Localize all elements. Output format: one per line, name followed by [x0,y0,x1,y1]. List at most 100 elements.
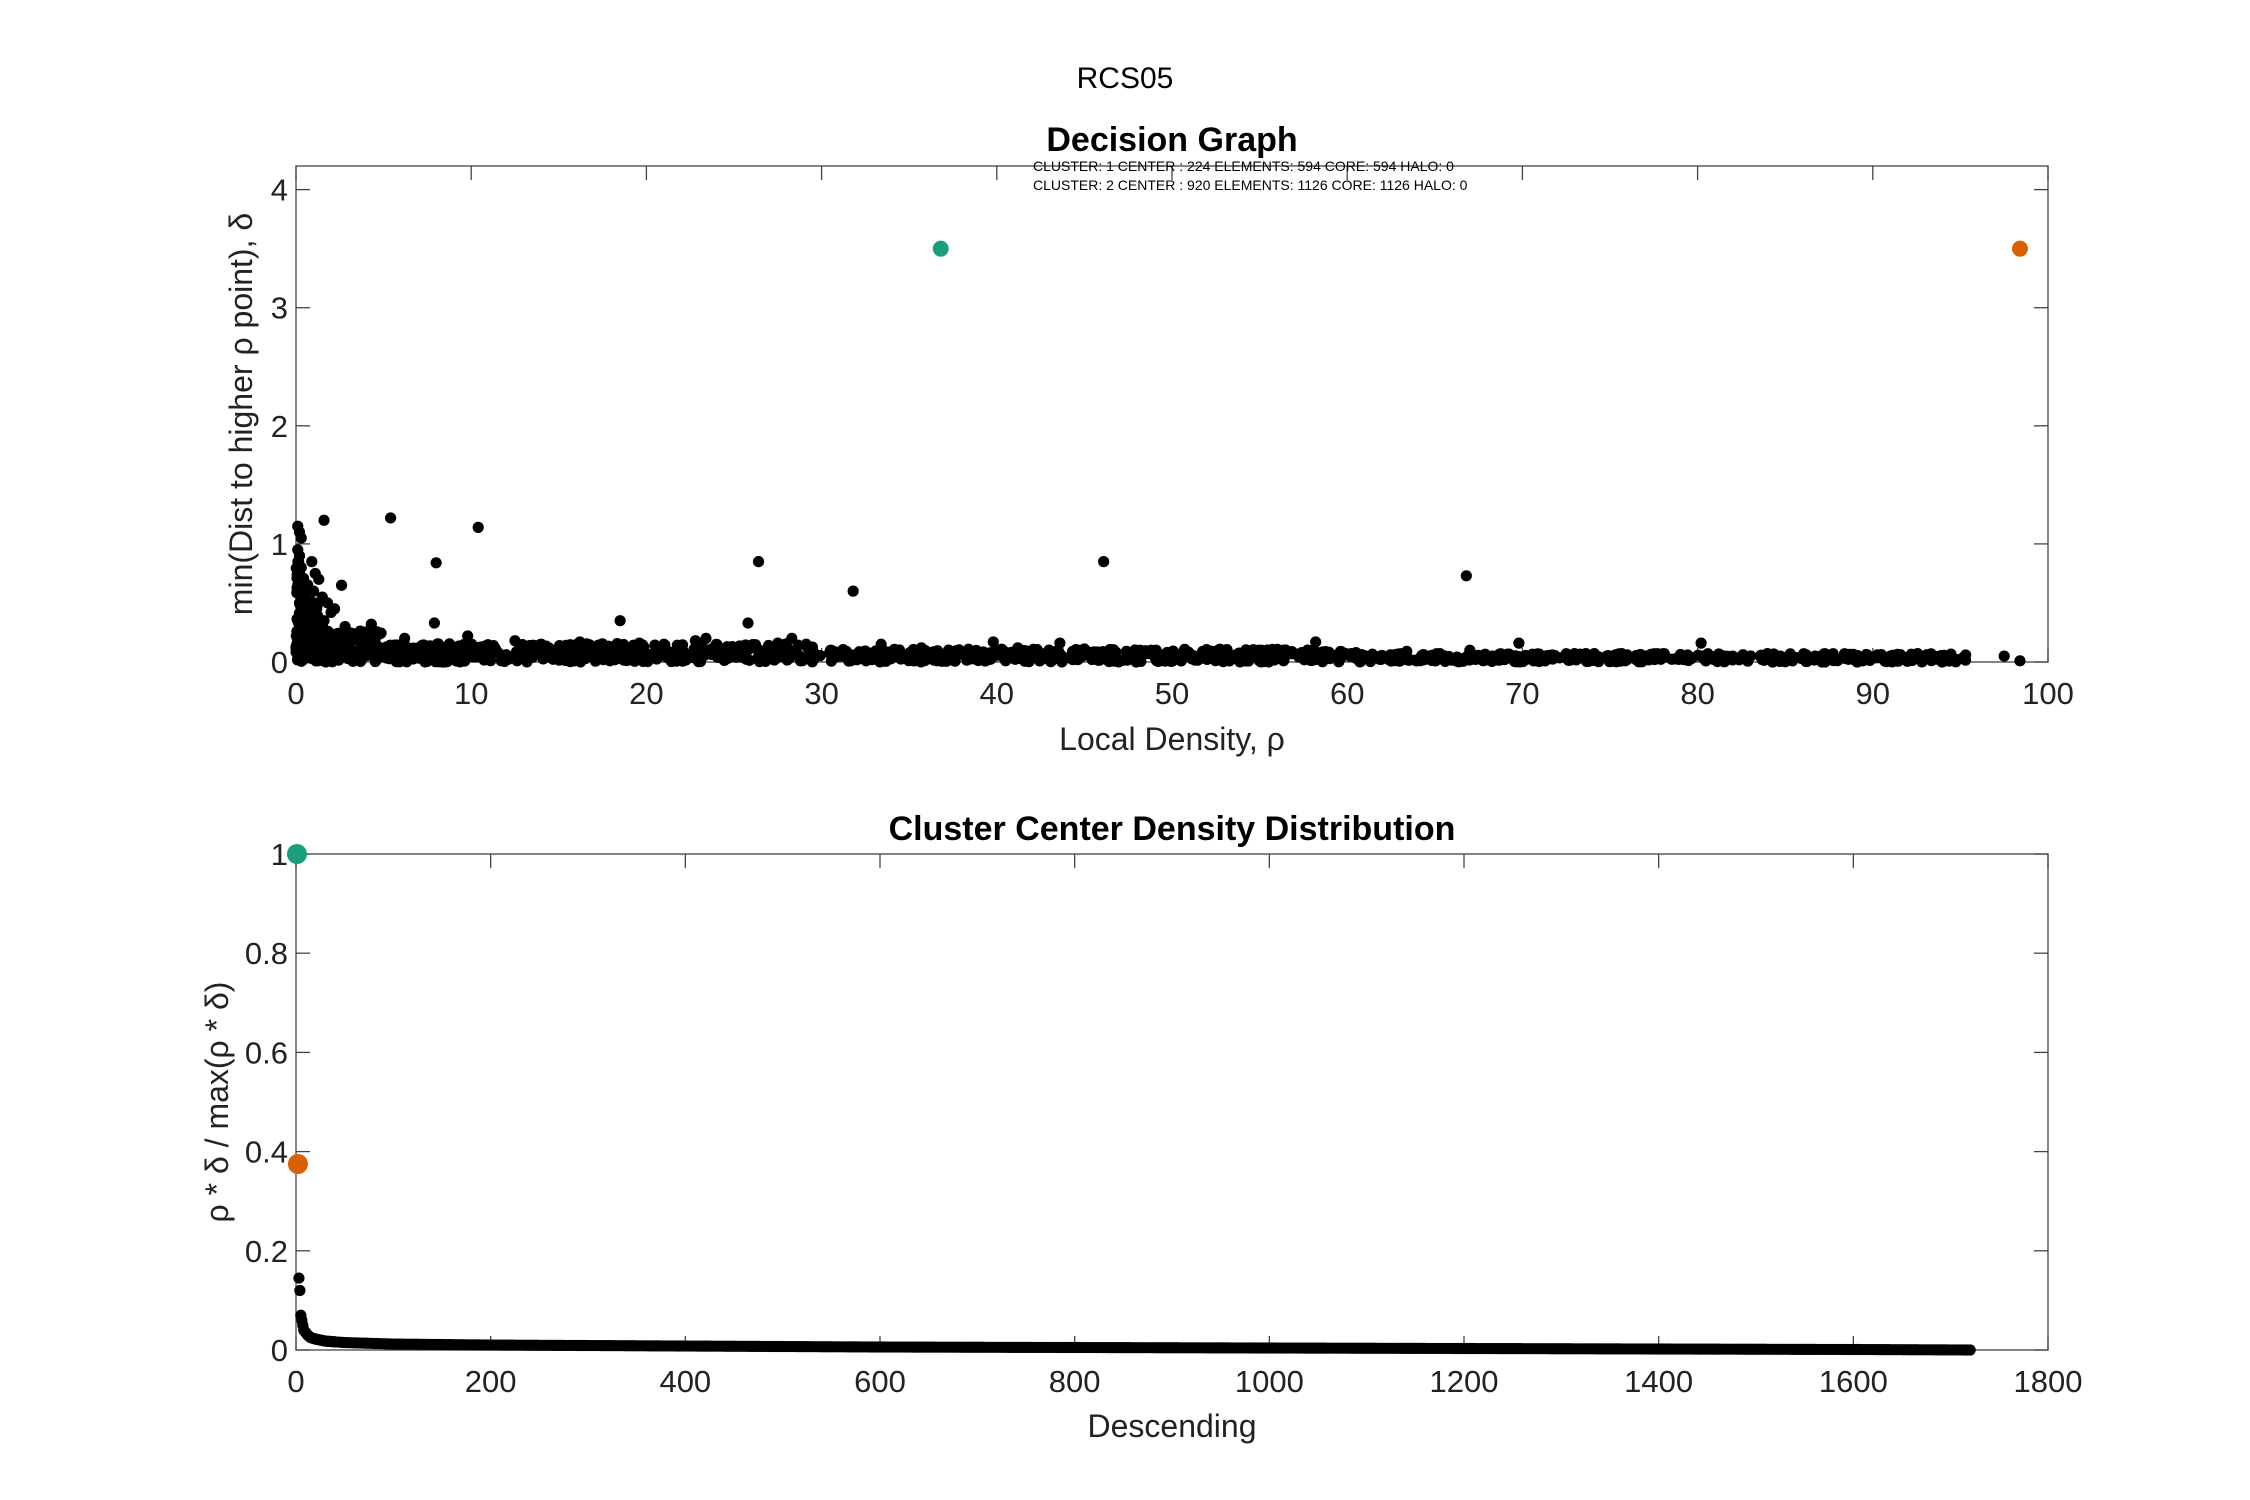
y-tick-label: 0.4 [245,1135,288,1170]
data-point [621,643,633,655]
x-tick-label: 1200 [1430,1364,1499,1399]
data-point [1884,650,1896,662]
data-point [826,646,838,658]
y-tick-label: 2 [271,409,288,444]
data-point [1104,650,1116,662]
x-tick-label: 100 [2022,676,2074,711]
data-point [1769,649,1781,661]
data-point [1092,654,1104,666]
x-tick-label: 50 [1155,676,1189,711]
y-tick-label: 4 [271,173,288,208]
x-tick-label: 800 [1049,1364,1101,1399]
data-point [339,620,351,633]
data-point [295,532,307,544]
data-point [1658,648,1670,660]
data-point [1255,644,1267,656]
data-point [1827,654,1840,667]
data-point [629,655,641,667]
decision-graph-dense-band [290,556,1972,668]
data-point [318,615,330,627]
decision-graph-axes: 0 10 20 30 40 50 60 70 80 90 100 0 1 2 3 4 Decision Gr… [223,121,2074,757]
data-point [304,626,316,639]
data-point [1031,644,1043,656]
data-point [882,646,894,658]
data-point [430,557,442,569]
data-point [1809,650,1821,662]
data-point [459,645,471,658]
data-point [1718,655,1730,667]
data-point [553,640,566,652]
x-tick-label: 10 [454,676,488,711]
data-point [915,642,928,654]
data-point [385,512,397,524]
data-point [1464,644,1476,656]
data-point [1327,650,1339,662]
data-point [1054,637,1066,649]
data-point [1177,646,1189,659]
data-point [365,618,377,630]
data-point [535,638,547,650]
data-point [1648,648,1660,660]
data-point [947,647,959,659]
data-point [1786,655,1799,667]
y-tick-label: 0 [271,1333,288,1368]
data-point [1310,636,1322,648]
data-point [1839,651,1851,663]
density-distribution-x-ticks: 0 200 400 600 800 1000 1200 1400 1600 1800 [287,854,2082,1399]
data-point [961,651,973,663]
data-point [1046,655,1058,667]
data-point [1134,644,1147,656]
decision-graph-y-label: min(Dist to higher ρ point), δ [223,213,259,615]
data-point [1695,637,1707,649]
data-point [1078,643,1090,655]
data-point [752,556,765,568]
data-point [316,646,328,658]
data-point [1271,643,1283,655]
data-point [1560,648,1572,660]
data-point [800,639,812,652]
data-point [408,643,420,655]
data-point [313,573,325,585]
data-point [1224,649,1236,661]
x-tick-label: 0 [287,676,304,711]
data-point [293,652,305,664]
data-point [618,654,630,666]
cluster-center-2-marker [2011,240,2028,257]
data-point [509,635,521,647]
data-point [495,655,507,667]
data-point [1538,652,1550,664]
data-point [1682,654,1695,667]
data-point [358,626,370,639]
data-point [1167,645,1179,657]
data-point [424,640,436,652]
data-point [1135,655,1147,668]
cluster-center-1-marker [932,240,949,257]
data-point [1376,649,1388,662]
data-point [717,647,729,660]
data-point [1923,650,1935,662]
x-tick-label: 70 [1505,676,1539,711]
density-distribution-x-label: Descending [1088,1408,1257,1444]
data-point [786,645,798,657]
data-point [1430,648,1443,660]
data-point [335,579,348,591]
data-point [1727,650,1739,662]
data-point [1350,646,1362,659]
data-point [711,638,723,651]
data-point [417,652,429,665]
data-point [880,655,892,667]
data-point [2014,655,2026,667]
data-point [633,637,645,649]
x-tick-label: 20 [629,676,663,711]
data-point [1451,655,1463,667]
data-point [693,653,705,665]
data-point [700,632,712,644]
data-point [304,641,316,653]
data-point [978,650,991,662]
data-point [428,617,441,629]
data-point [293,1272,305,1284]
density-distribution-axes: 0 200 400 600 800 1000 1200 1400 1600 1800 0 0.2 0.… [199,810,2082,1444]
decision-graph-title: Decision Graph [1046,121,1297,159]
data-point [1964,1344,1976,1356]
